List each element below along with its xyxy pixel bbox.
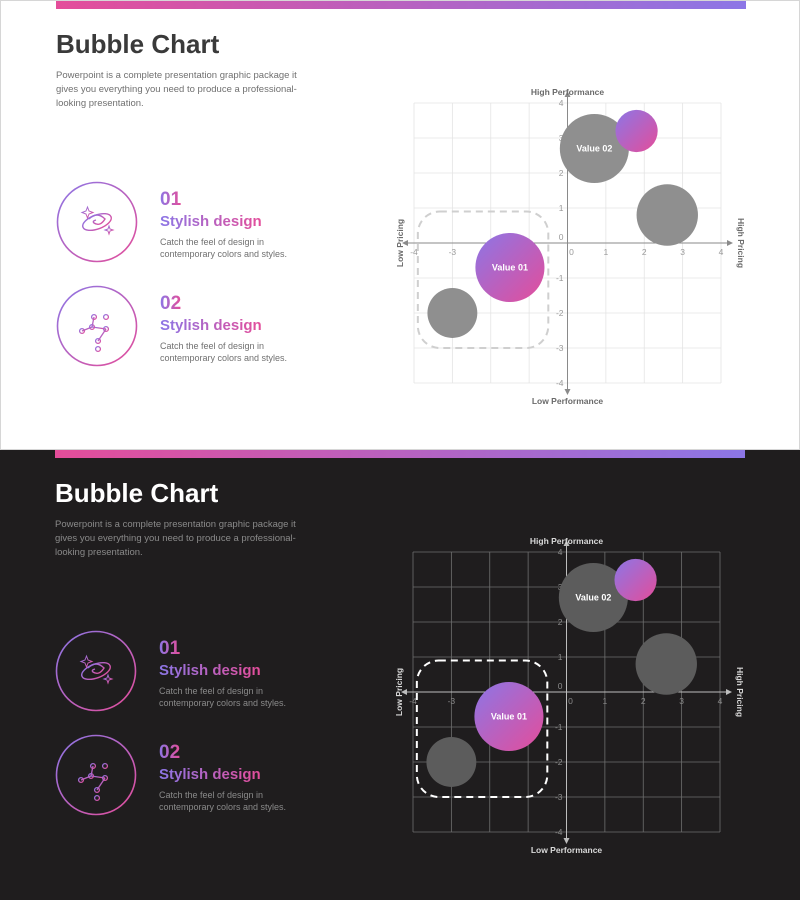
y-tick-label: -4 <box>556 378 564 388</box>
y-tick-label: -2 <box>555 757 563 767</box>
axis-arrow <box>564 91 571 97</box>
x-tick-label: 4 <box>719 247 724 257</box>
y-tick-label: 0 <box>558 681 563 691</box>
y-tick-label: 3 <box>558 582 563 592</box>
x-tick-label: -3 <box>448 696 456 706</box>
x-tick-label: 3 <box>679 696 684 706</box>
x-tick-label: 2 <box>642 247 647 257</box>
y-tick-label: 2 <box>559 168 564 178</box>
y-tick-label: -1 <box>555 722 563 732</box>
x-tick-label: 2 <box>641 696 646 706</box>
y-tick-label: 4 <box>559 98 564 108</box>
feature-description: Catch the feel of design in contemporary… <box>160 341 288 363</box>
bubble <box>427 288 478 338</box>
axis-label-top: High Performance <box>531 87 604 97</box>
y-tick-label: -1 <box>556 273 564 283</box>
x-tick-label: -4 <box>410 247 418 257</box>
axis-label-bottom: Low Performance <box>532 396 604 406</box>
bubble-label: Value 02 <box>576 144 612 154</box>
bubble <box>559 113 629 184</box>
feature-description: Catch the feel of design in contemporary… <box>160 237 288 259</box>
axis-arrow <box>563 540 570 546</box>
bubble <box>636 184 698 246</box>
feature-title: Stylish design <box>160 317 262 334</box>
bubble-label: Value 01 <box>492 263 528 273</box>
bubble <box>475 232 545 303</box>
slide-dark: Bubble Chart Powerpoint is a complete pr… <box>0 450 800 900</box>
axis-label-top: High Performance <box>530 536 603 546</box>
bubble-label: Value 01 <box>491 712 527 722</box>
axis-arrow <box>727 240 733 246</box>
bubble <box>474 681 544 752</box>
y-tick-label: -4 <box>555 827 563 837</box>
y-tick-label: 1 <box>559 203 564 213</box>
x-tick-label: 1 <box>604 247 609 257</box>
bubble <box>635 633 697 695</box>
y-tick-label: 4 <box>558 547 563 557</box>
y-tick-label: 1 <box>558 652 563 662</box>
feature-item: 01 Stylish design Catch the feel of desi… <box>56 181 376 263</box>
feature-number: 02 <box>160 293 182 314</box>
axis-label-right: High Pricing <box>735 667 745 717</box>
y-tick-label: -3 <box>555 792 563 802</box>
x-tick-label: 0 <box>568 696 573 706</box>
feature-item: 02 Stylish design Catch the feel of desi… <box>56 285 376 367</box>
feature-description: Catch the feel of design in contemporary… <box>159 790 287 812</box>
galaxy-icon <box>55 630 137 712</box>
feature-number: 01 <box>160 189 182 210</box>
y-tick-label: 0 <box>559 232 564 242</box>
y-tick-label: 3 <box>559 133 564 143</box>
axis-label-left: Low Pricing <box>395 219 405 267</box>
feature-title: Stylish design <box>159 662 261 679</box>
highlight-region <box>416 210 550 349</box>
y-tick-label: 2 <box>558 617 563 627</box>
x-tick-label: 1 <box>603 696 608 706</box>
feature-number: 02 <box>159 742 181 763</box>
bubble-label: Value 02 <box>575 593 611 603</box>
y-tick-label: -3 <box>556 343 564 353</box>
axis-arrow <box>726 689 732 695</box>
feature-item: 02 Stylish design Catch the feel of desi… <box>55 734 375 816</box>
axis-arrow <box>402 240 408 246</box>
x-tick-label: 3 <box>680 247 685 257</box>
x-tick-label: -4 <box>409 696 417 706</box>
galaxy-icon <box>56 181 138 263</box>
x-tick-label: 4 <box>718 696 723 706</box>
page-description: Powerpoint is a complete presentation gr… <box>56 70 297 109</box>
slide-light: Bubble Chart Powerpoint is a complete pr… <box>0 0 800 450</box>
feature-description: Catch the feel of design in contemporary… <box>159 686 287 708</box>
bubble <box>426 737 477 787</box>
feature-number: 01 <box>159 638 181 659</box>
feature-title: Stylish design <box>159 766 261 783</box>
accent-bar <box>55 450 745 458</box>
page-description: Powerpoint is a complete presentation gr… <box>55 519 296 558</box>
constellation-icon <box>56 285 138 367</box>
x-tick-label: 0 <box>569 247 574 257</box>
axis-label-left: Low Pricing <box>394 668 404 716</box>
axis-arrow <box>563 838 570 844</box>
axis-arrow <box>401 689 407 695</box>
page-title: Bubble Chart <box>55 478 219 508</box>
bubble <box>558 562 628 633</box>
page-title: Bubble Chart <box>56 29 220 59</box>
highlight-region <box>415 659 549 798</box>
axis-label-right: High Pricing <box>736 218 746 268</box>
feature-title: Stylish design <box>160 213 262 230</box>
axis-label-bottom: Low Performance <box>531 845 603 855</box>
bubble <box>615 109 658 153</box>
bubble <box>614 558 657 602</box>
y-tick-label: -2 <box>556 308 564 318</box>
x-tick-label: -3 <box>449 247 457 257</box>
feature-item: 01 Stylish design Catch the feel of desi… <box>55 630 375 712</box>
accent-bar <box>56 1 746 9</box>
constellation-icon <box>55 734 137 816</box>
axis-arrow <box>564 389 571 395</box>
